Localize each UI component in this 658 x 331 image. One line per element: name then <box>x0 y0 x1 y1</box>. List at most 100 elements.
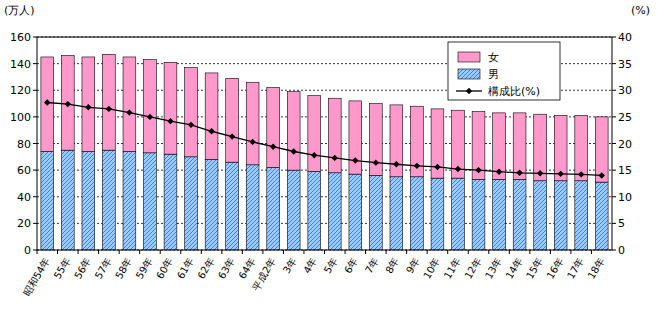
x-tick <box>488 250 489 254</box>
x-tick <box>345 250 346 254</box>
x-tick-label: 63年 <box>216 256 237 281</box>
marker <box>434 164 440 170</box>
marker <box>270 143 276 149</box>
marker <box>44 99 50 105</box>
y2-tick <box>612 250 616 251</box>
legend-label: 男 <box>488 68 499 81</box>
x-tick <box>160 250 161 254</box>
bar <box>246 82 259 165</box>
x-tick <box>201 250 202 254</box>
x-tick <box>37 250 38 254</box>
marker <box>599 172 605 178</box>
x-tick <box>283 250 284 254</box>
y2-tick <box>612 223 616 224</box>
marker <box>167 118 173 124</box>
x-tick <box>242 250 243 254</box>
marker <box>373 159 379 165</box>
chart: 0204060801001201401600510152025303540(万人… <box>0 0 658 331</box>
x-tick-label: 58年 <box>113 256 134 281</box>
legend-marker <box>466 88 472 94</box>
bar <box>328 173 341 250</box>
bar <box>472 179 485 250</box>
bar <box>205 159 218 250</box>
y-tick-label: 140 <box>10 58 31 71</box>
y2-tick-label: 15 <box>618 164 632 177</box>
y-tick-label: 80 <box>17 138 31 151</box>
marker <box>332 155 338 161</box>
bar <box>123 151 136 250</box>
x-tick <box>78 250 79 254</box>
bar <box>103 54 116 150</box>
x-tick <box>447 250 448 254</box>
marker <box>455 166 461 172</box>
bar <box>411 177 424 250</box>
marker <box>475 167 481 173</box>
bar <box>144 60 157 153</box>
x-tick-label: 18年 <box>586 256 607 281</box>
bar <box>328 98 341 173</box>
x-tick <box>468 250 469 254</box>
marker <box>85 104 91 110</box>
x-tick <box>324 250 325 254</box>
marker <box>208 128 214 134</box>
bar <box>369 104 382 176</box>
plot-area <box>37 37 612 250</box>
bar <box>308 96 321 172</box>
y2-tick <box>612 170 616 171</box>
y2-tick-label: 0 <box>618 244 625 257</box>
x-tick <box>119 250 120 254</box>
y-tick-label: 100 <box>10 111 31 124</box>
bar <box>164 62 177 154</box>
x-tick <box>139 250 140 254</box>
y-tick-label: 40 <box>17 191 31 204</box>
line <box>47 103 601 176</box>
bar <box>164 154 177 250</box>
x-tick <box>303 250 304 254</box>
legend <box>448 42 560 100</box>
x-tick <box>406 250 407 254</box>
bar <box>308 171 321 250</box>
x-tick-label: 55年 <box>52 256 73 281</box>
x-tick <box>550 250 551 254</box>
bar <box>595 182 608 250</box>
legend-label: 女 <box>488 51 499 64</box>
y2-tick-label: 20 <box>618 138 632 151</box>
x-tick-label: 5年 <box>322 256 340 276</box>
y-tick <box>33 37 37 38</box>
bar <box>575 116 588 181</box>
bar <box>369 175 382 250</box>
bar <box>349 174 362 250</box>
legend-swatch <box>458 52 480 62</box>
bar <box>513 179 526 250</box>
legend-label: 構成比(%) <box>488 85 540 98</box>
y-tick <box>33 143 37 144</box>
legend-swatch <box>458 69 480 79</box>
x-tick-label: 59年 <box>134 256 155 281</box>
x-tick-label: 60年 <box>154 256 175 281</box>
bar <box>41 151 54 250</box>
marker <box>290 148 296 154</box>
bar <box>493 113 506 180</box>
y2-tick <box>612 116 616 117</box>
y-tick <box>33 196 37 197</box>
x-tick-label: 昭和54年 <box>21 256 52 299</box>
y2-tick <box>612 63 616 64</box>
y-tick-label: 20 <box>17 217 31 230</box>
marker <box>414 163 420 169</box>
bar <box>226 78 239 162</box>
y2-tick-label: 40 <box>618 31 632 44</box>
bar <box>61 150 74 250</box>
bar <box>554 181 567 250</box>
bar <box>534 181 547 250</box>
y-tick-label: 0 <box>24 244 31 257</box>
x-tick-label: 56年 <box>72 256 93 281</box>
x-tick-label: 3年 <box>281 256 299 276</box>
plot-frame <box>37 37 612 250</box>
y2-tick <box>612 37 616 38</box>
x-tick-label: 62年 <box>195 256 216 281</box>
y2-tick <box>612 90 616 91</box>
bar <box>534 114 547 181</box>
bar <box>452 110 465 178</box>
bar <box>61 56 74 151</box>
y2-tick-label: 5 <box>618 217 625 230</box>
